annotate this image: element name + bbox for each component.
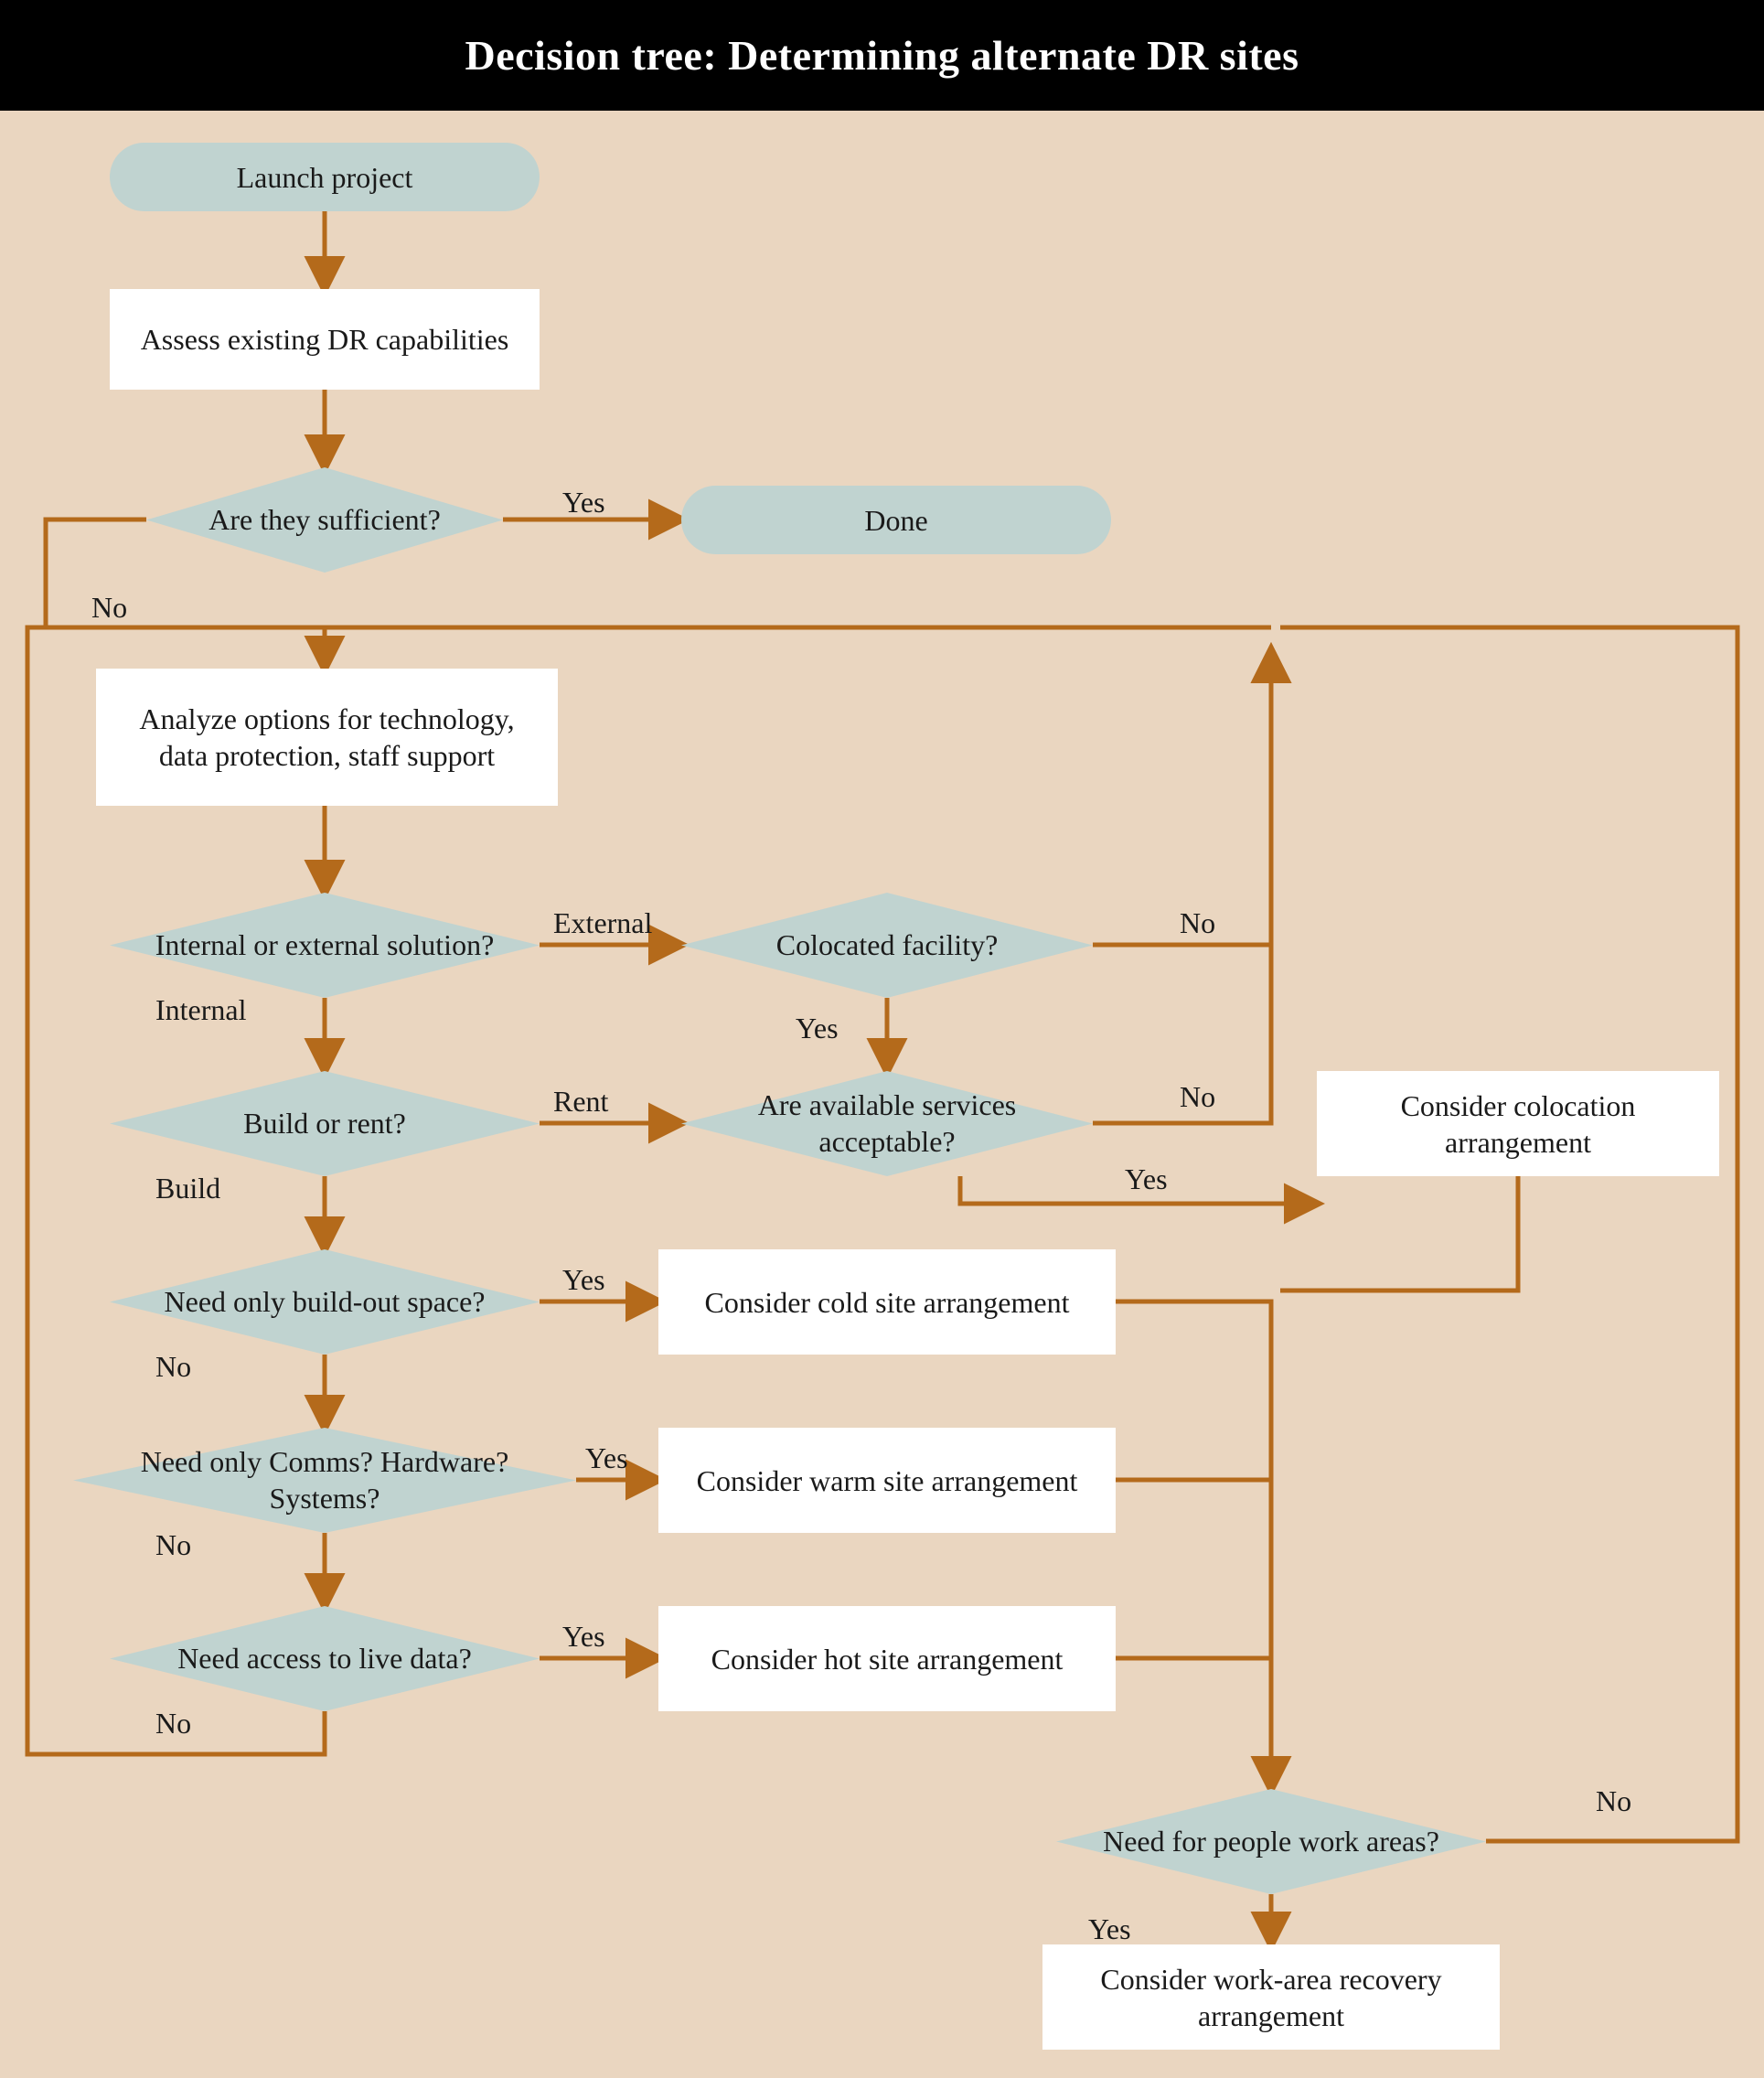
label-buildout-yes: Yes <box>562 1263 605 1297</box>
node-intext: Internal or external solution? <box>110 893 540 998</box>
label-people-yes: Yes <box>1088 1912 1131 1946</box>
node-colocated: Colocated facility? <box>681 893 1093 998</box>
label-yes-sufficient: Yes <box>562 486 605 520</box>
node-launch: Launch project <box>110 143 540 211</box>
flowchart-canvas: Launch project Assess existing DR capabi… <box>0 111 1764 2059</box>
node-hot: Consider hot site arrangement <box>658 1606 1116 1711</box>
node-analyze: Analyze options for technology, data pro… <box>96 669 558 806</box>
label-buildout-no: No <box>155 1350 191 1384</box>
label-rent: Rent <box>553 1085 608 1119</box>
node-buildrent: Build or rent? <box>110 1071 540 1176</box>
node-warm: Consider warm site arrangement <box>658 1428 1116 1533</box>
node-comms: Need only Comms? Hardware? Systems? <box>73 1428 576 1533</box>
label-colo-yes: Yes <box>796 1012 839 1045</box>
label-accept-yes: Yes <box>1125 1162 1168 1196</box>
node-sufficient: Are they sufficient? <box>146 467 503 573</box>
page-title: Decision tree: Determining alternate DR … <box>0 0 1764 111</box>
node-workarea: Consider work-area recovery arrangement <box>1042 1944 1500 2050</box>
label-people-no: No <box>1596 1784 1631 1818</box>
node-people: Need for people work areas? <box>1056 1789 1486 1894</box>
node-assess: Assess existing DR capabilities <box>110 289 540 390</box>
label-live-no: No <box>155 1707 191 1741</box>
label-external: External <box>553 906 652 940</box>
node-acceptable: Are available services acceptable? <box>681 1071 1093 1176</box>
label-live-yes: Yes <box>562 1620 605 1654</box>
node-colocation: Consider colocation arrangement <box>1317 1071 1719 1176</box>
label-accept-no: No <box>1180 1080 1215 1114</box>
label-colo-no: No <box>1180 906 1215 940</box>
label-internal: Internal <box>155 993 247 1027</box>
label-no-sufficient: No <box>91 591 127 625</box>
label-comms-no: No <box>155 1528 191 1562</box>
label-build: Build <box>155 1172 220 1205</box>
node-cold: Consider cold site arrangement <box>658 1249 1116 1355</box>
node-done: Done <box>681 486 1111 554</box>
node-livedata: Need access to live data? <box>110 1606 540 1711</box>
node-buildout: Need only build-out space? <box>110 1249 540 1355</box>
label-comms-yes: Yes <box>585 1441 628 1475</box>
